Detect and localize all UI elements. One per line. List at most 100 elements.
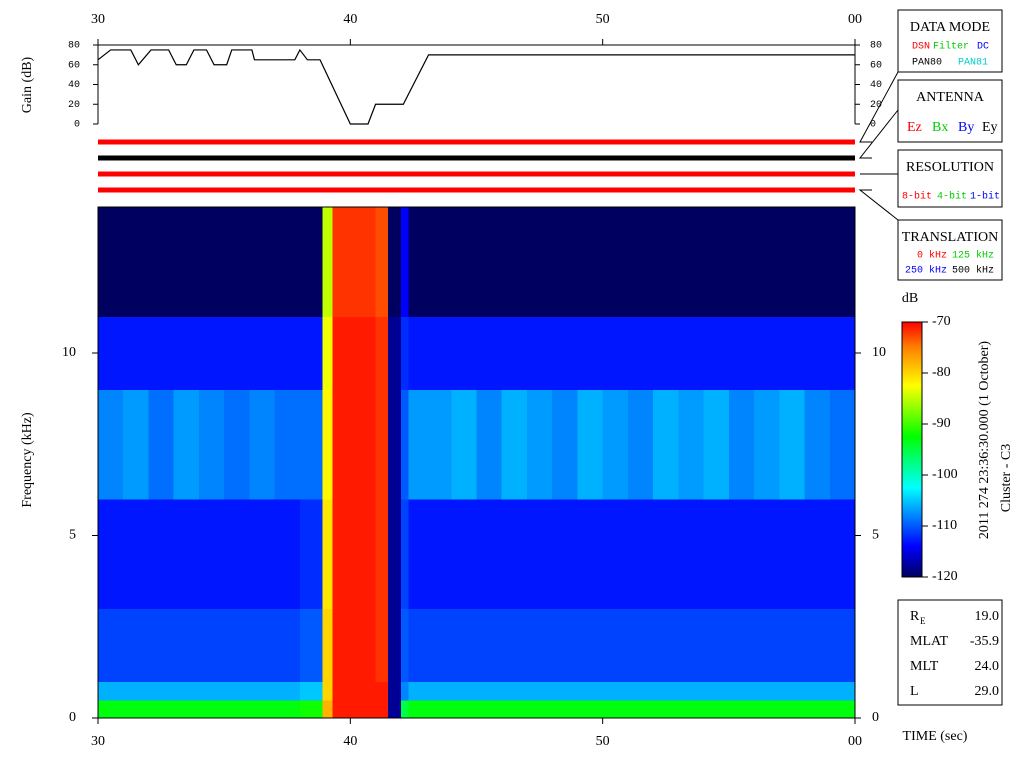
spectrogram-cell: [602, 499, 629, 609]
spectrogram-cell: [703, 207, 730, 317]
spectrogram-cell: [408, 608, 427, 682]
time-axis-label: TIME (sec): [903, 729, 968, 744]
spectrogram-cell: [224, 699, 250, 719]
spectrogram-cell: [678, 389, 705, 500]
spectrogram-cell: [627, 699, 654, 719]
spectrogram-cell: [322, 389, 334, 500]
spectrogram-cell: [754, 681, 780, 701]
spectrogram-cell: [148, 699, 175, 719]
panel-box: [897, 79, 1003, 143]
spectrogram-cell: [426, 389, 452, 500]
panel-option: 125 kHz: [952, 250, 994, 262]
spectrogram-cell: [400, 499, 409, 609]
spectrogram-cell: [148, 389, 175, 500]
spectrogram-cell: [754, 316, 780, 390]
spectrogram-cell: [426, 499, 452, 609]
connector: [859, 71, 899, 143]
spectrogram-cell: [678, 207, 705, 317]
spectrogram-cell: [476, 389, 503, 500]
spectrogram-cell: [274, 207, 301, 317]
colorbar-tick-label: -120: [932, 569, 958, 584]
spectrogram-cell: [476, 499, 503, 609]
spectrogram-cell: [577, 389, 604, 500]
spectrogram-cell: [274, 608, 301, 682]
spectrogram-cell: [322, 316, 334, 390]
spectrogram-cell: [678, 699, 705, 719]
spectrogram-cell: [804, 699, 831, 719]
spectrogram-cell: [451, 699, 477, 719]
spectrogram-cell: [754, 207, 780, 317]
spectrogram-cell: [552, 499, 578, 609]
colorbar-tick-label: -100: [932, 467, 958, 482]
spectrogram-cell: [653, 681, 679, 701]
spectrogram-cell: [804, 499, 831, 609]
x-tick-label: 30: [91, 734, 105, 749]
spectrogram-cell: [224, 207, 250, 317]
panel-box: [897, 149, 1003, 208]
spectrogram-cell: [627, 207, 654, 317]
spectrogram-cell: [501, 389, 528, 500]
spectrogram-cell: [577, 207, 604, 317]
spectrogram-cell: [98, 207, 124, 317]
spectrogram-cell: [198, 389, 225, 500]
spectrogram-cell: [408, 499, 427, 609]
spectrogram-cell: [426, 207, 452, 317]
spectrogram-cell: [829, 389, 856, 500]
spectrogram-cell: [148, 499, 175, 609]
spectrogram-cell: [526, 608, 553, 682]
spectrogram-cell: [653, 699, 679, 719]
spectrogram-cell: [332, 681, 351, 701]
spectrogram-cell: [754, 499, 780, 609]
spectrogram-cell: [577, 681, 604, 701]
spectrogram-cell: [274, 389, 301, 500]
y-tick-label: 10: [872, 345, 886, 360]
spectrogram-cell: [552, 316, 578, 390]
spectrogram-cell: [526, 389, 553, 500]
spectrogram-cell: [804, 608, 831, 682]
spectrogram-cell: [98, 608, 124, 682]
panel-box: [897, 219, 1003, 281]
spectrogram-cell: [476, 681, 503, 701]
spectrogram-cell: [779, 316, 806, 390]
spectrogram-cell: [779, 681, 806, 701]
spectrogram-cell: [653, 207, 679, 317]
colorbar-tick-label: -80: [932, 365, 951, 380]
spectrogram-cell: [779, 207, 806, 317]
spectrogram-cell: [678, 316, 705, 390]
panel-option: Ez: [907, 120, 922, 135]
spectrogram-cell: [408, 681, 427, 701]
spectrogram-cell: [678, 499, 705, 609]
frequency-axis-label: Frequency (kHz): [20, 412, 35, 508]
spectrogram-cell: [375, 207, 389, 317]
x-tick-label: 50: [596, 734, 610, 749]
connectors: [858, 71, 899, 221]
spectrogram-cell: [602, 316, 629, 390]
spectrogram-cell: [148, 207, 175, 317]
panel-title: RESOLUTION: [906, 160, 994, 175]
spectrogram-cell: [123, 681, 149, 701]
spectrogram-cell: [426, 316, 452, 390]
spectrogram-cell: [501, 681, 528, 701]
panel-option: DSN: [912, 42, 930, 53]
orbit-label: R: [910, 609, 920, 624]
panel-option: PAN80: [912, 58, 942, 69]
spectrogram-cell: [173, 389, 200, 500]
panel-option: PAN81: [958, 58, 988, 69]
spectrogram-cell: [653, 316, 679, 390]
spectrogram-cell: [728, 681, 755, 701]
spectrogram-cell: [350, 681, 377, 701]
spectrogram-cell: [703, 681, 730, 701]
spectrogram-cell: [501, 699, 528, 719]
spectrogram-cell: [224, 608, 250, 682]
spectrogram-cell: [123, 699, 149, 719]
panel-option: By: [958, 120, 974, 135]
y-tick-label: 60: [68, 60, 80, 71]
panel-option: 0 kHz: [917, 250, 947, 262]
spectrogram-cell: [703, 499, 730, 609]
spectrogram-cell: [829, 608, 856, 682]
orbit-value: 29.0: [975, 684, 1000, 699]
y-tick-label: 40: [870, 80, 882, 91]
spectrogram-cell: [274, 681, 301, 701]
spectrogram-cell: [451, 608, 477, 682]
x-tick-label: 50: [596, 12, 610, 27]
